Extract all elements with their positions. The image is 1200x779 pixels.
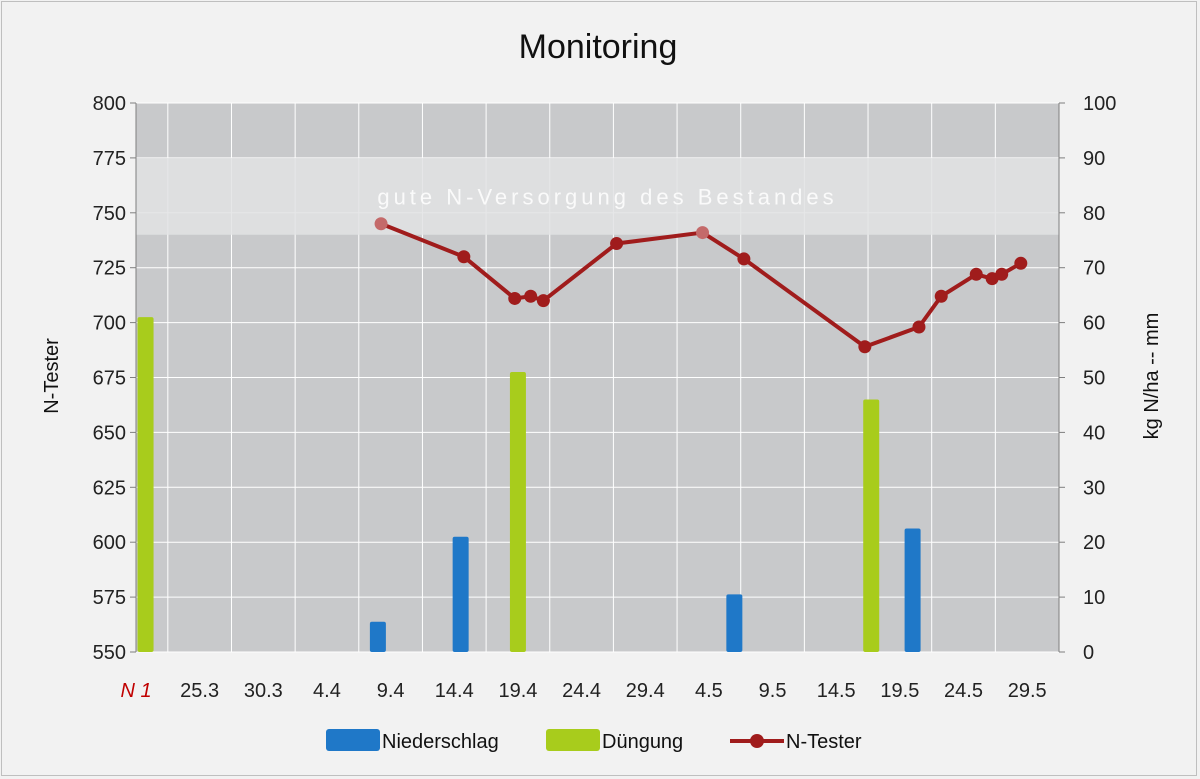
niederschlag-bar	[452, 536, 469, 652]
x-tick-label: 19.5	[880, 680, 919, 702]
x-tick-label: 14.5	[817, 680, 856, 702]
n-tester-point	[912, 320, 926, 334]
y-right-tick-label: 40	[1083, 422, 1105, 444]
good-supply-band	[136, 157, 1059, 235]
y-left-tick-label: 650	[93, 422, 126, 444]
y-right-tick-label: 70	[1083, 258, 1105, 280]
x-tick-label: 9.5	[759, 680, 787, 702]
legend-key-duengung	[546, 729, 600, 751]
good-supply-band-label: gute N-Versorgung des Bestandes	[377, 184, 837, 209]
y-left-tick-label: 700	[93, 313, 126, 335]
n-tester-point	[508, 291, 522, 305]
x-tick-label-n1: N 1	[120, 680, 151, 702]
x-tick-label: 24.4	[562, 680, 601, 702]
y-right-tick-label: 30	[1083, 477, 1105, 499]
legend-label-niederschlag: Niederschlag	[382, 731, 499, 753]
y-left-tick-label: 575	[93, 587, 126, 609]
niederschlag-bar	[369, 621, 386, 652]
x-tick-label: 4.4	[313, 680, 341, 702]
n-tester-point	[524, 289, 538, 303]
x-tick-label: 14.4	[435, 680, 474, 702]
y-right-tick-label: 60	[1083, 313, 1105, 335]
duengung-bar	[137, 317, 154, 652]
duengung-bar	[509, 372, 526, 652]
y-left-tick-label: 800	[93, 93, 126, 115]
x-tick-label: 19.4	[498, 680, 537, 702]
x-tick-label: 30.3	[244, 680, 283, 702]
x-tick-label: 29.4	[626, 680, 665, 702]
n-tester-point	[858, 340, 872, 354]
niederschlag-bar	[904, 528, 921, 652]
y-left-tick-label: 750	[93, 203, 126, 225]
x-tick-label: 9.4	[377, 680, 405, 702]
n-tester-point	[995, 267, 1009, 281]
legend-key-niederschlag	[326, 729, 380, 751]
n-tester-point	[737, 252, 751, 266]
n-tester-point	[969, 267, 983, 281]
y-right-axis-title: kg N/ha -- mm	[1141, 313, 1163, 440]
y-right-tick-label: 80	[1083, 203, 1105, 225]
n-tester-point	[1014, 256, 1028, 270]
y-left-tick-label: 625	[93, 477, 126, 499]
n-tester-point	[374, 217, 388, 231]
n-tester-point	[457, 250, 471, 264]
y-left-axis-title: N-Tester	[41, 338, 63, 414]
y-right-tick-label: 90	[1083, 148, 1105, 170]
n-tester-point	[536, 294, 550, 308]
y-left-tick-label: 725	[93, 258, 126, 280]
n-tester-point	[934, 289, 948, 303]
n-tester-point	[696, 226, 710, 240]
niederschlag-bar	[726, 594, 743, 652]
y-left-tick-label: 775	[93, 148, 126, 170]
y-left-tick-label: 675	[93, 368, 126, 390]
x-tick-label: 29.5	[1008, 680, 1047, 702]
y-left-tick-label: 550	[93, 642, 126, 664]
y-right-tick-label: 100	[1083, 93, 1116, 115]
legend-label-duengung: Düngung	[602, 731, 683, 753]
y-left-tick-label: 600	[93, 532, 126, 554]
y-right-tick-label: 50	[1083, 368, 1105, 390]
n-tester-point	[610, 237, 624, 251]
y-right-tick-label: 0	[1083, 642, 1094, 664]
x-tick-label: 25.3	[180, 680, 219, 702]
chart-title: Monitoring	[519, 28, 678, 66]
x-tick-label: 24.5	[944, 680, 983, 702]
legend-key-n-tester-marker	[750, 734, 764, 748]
y-right-tick-label: 10	[1083, 587, 1105, 609]
y-right-tick-label: 20	[1083, 532, 1105, 554]
x-tick-label: 4.5	[695, 680, 723, 702]
duengung-bar	[863, 399, 880, 652]
legend-label-n-tester: N-Tester	[786, 731, 862, 753]
